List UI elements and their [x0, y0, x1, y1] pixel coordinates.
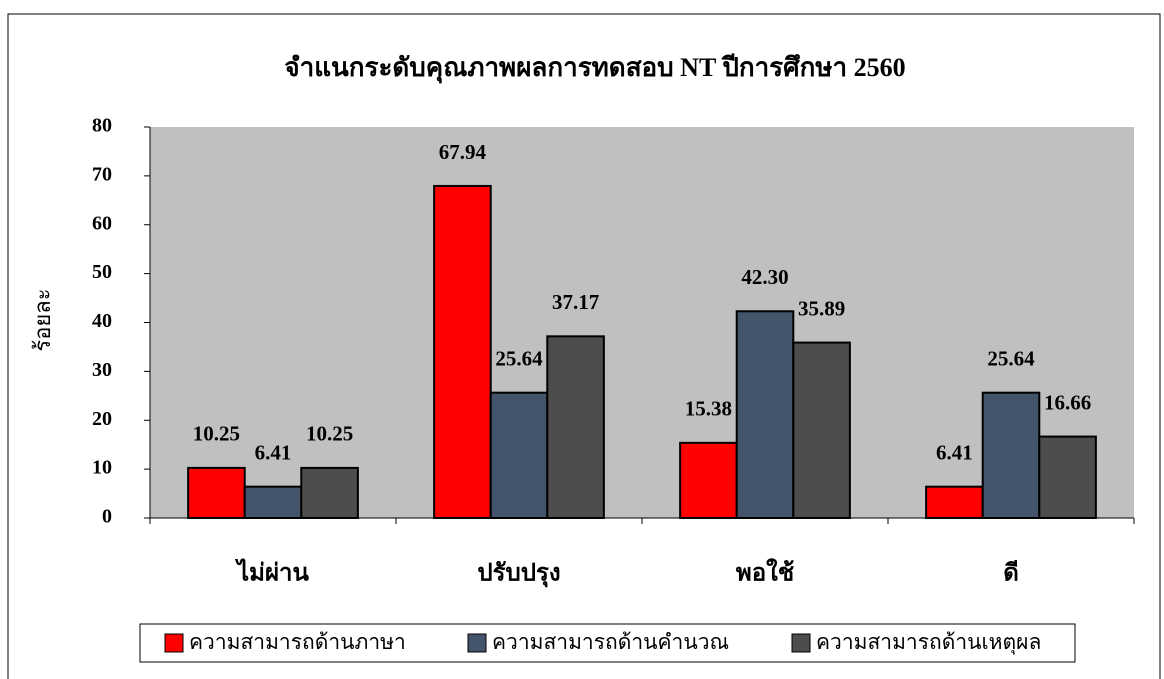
legend-label: ความสามารถด้านภาษา [189, 630, 406, 654]
y-tick-label: 20 [92, 408, 112, 430]
y-tick-label: 0 [102, 506, 112, 528]
bar [981, 391, 1041, 520]
chart-title: จำแนกระดับคุณภาพผลการทดสอบ NT ปีการศึกษา… [284, 53, 905, 84]
legend-label: ความสามารถด้านเหตุผล [816, 630, 1041, 655]
legend-swatch [467, 633, 487, 653]
x-tick-label: ดี [1003, 560, 1019, 587]
x-tick-label: ไม่ผ่าน [234, 558, 309, 587]
bar [300, 466, 359, 520]
value-label: 25.64 [495, 346, 543, 370]
value-label: 35.89 [798, 296, 845, 320]
y-tick-label: 60 [92, 212, 112, 234]
y-tick-label: 70 [92, 163, 112, 185]
x-tick-label: พอใช้ [736, 558, 794, 587]
plot-area [150, 127, 1134, 518]
bar [243, 485, 303, 519]
value-label: 15.38 [685, 397, 732, 421]
bar [1038, 435, 1097, 519]
value-label: 10.25 [193, 422, 240, 446]
legend-label: ความสามารถด้านคำนวณ [492, 630, 729, 654]
value-label: 6.41 [936, 440, 973, 464]
value-label: 25.64 [987, 346, 1035, 370]
y-tick-label: 50 [92, 261, 112, 283]
bar [433, 184, 492, 520]
y-tick-label: 40 [92, 310, 112, 332]
bar [679, 441, 738, 520]
x-tick-label: ปรับปรุง [477, 561, 560, 589]
bar [546, 335, 605, 520]
y-tick-label: 30 [92, 359, 112, 381]
value-label: 10.25 [306, 422, 353, 446]
legend-swatch [791, 633, 811, 653]
legend-swatch [164, 633, 184, 653]
bar [735, 310, 795, 520]
bar [489, 391, 549, 520]
value-label: 42.30 [741, 265, 788, 289]
bar [925, 485, 984, 519]
bar [792, 341, 851, 519]
y-tick-label: 10 [92, 457, 112, 479]
value-label: 67.94 [439, 140, 487, 164]
legend-box [139, 623, 1076, 663]
y-axis-label: ร้อยละ [30, 288, 55, 351]
value-label: 6.41 [255, 440, 292, 464]
value-label: 16.66 [1044, 390, 1091, 414]
value-label: 37.17 [552, 290, 599, 314]
bar [187, 466, 246, 520]
y-tick-label: 80 [92, 115, 112, 137]
